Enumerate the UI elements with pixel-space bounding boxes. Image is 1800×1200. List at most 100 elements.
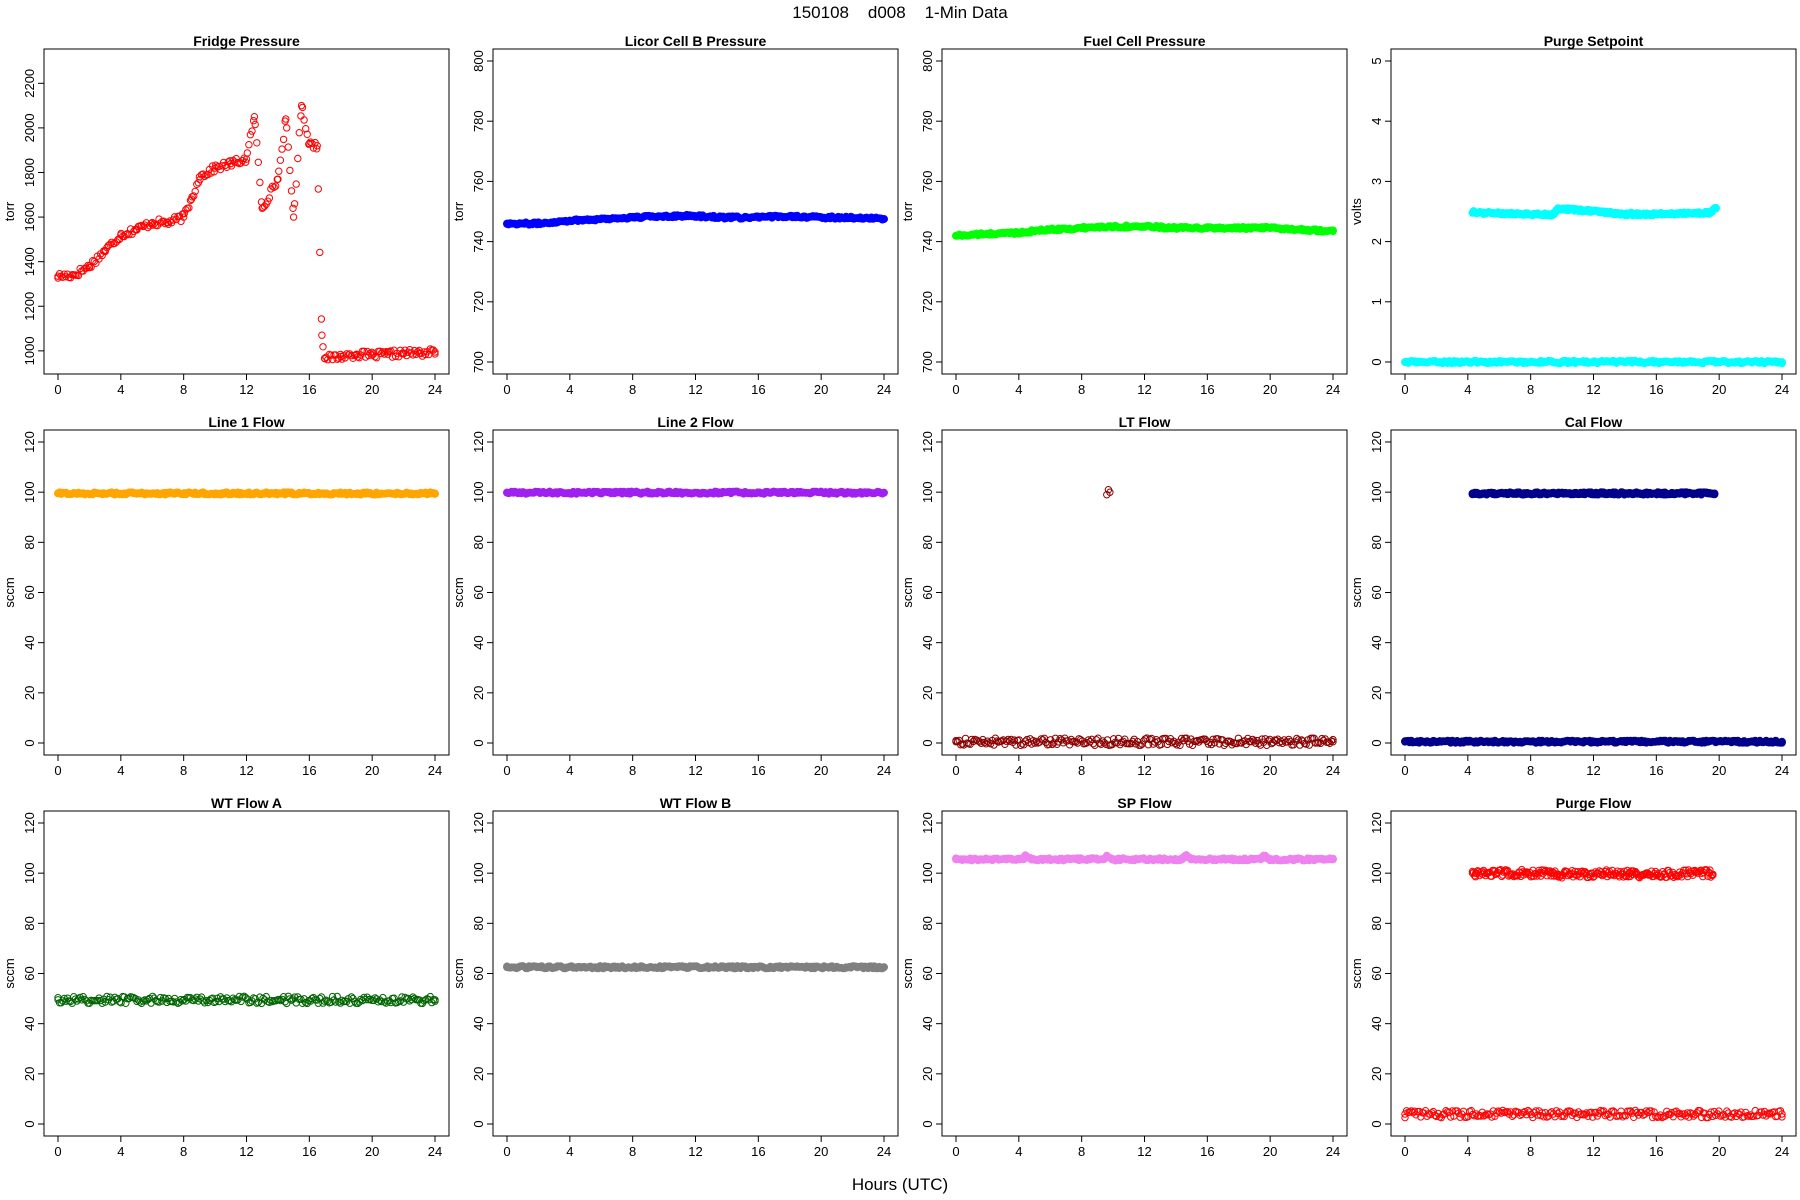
series-1 [952, 851, 1337, 865]
x-tick-label: 0 [1401, 1144, 1408, 1159]
y-tick-label: 1000 [22, 336, 37, 365]
data-point [286, 995, 294, 1003]
y-tick-label: 120 [920, 431, 935, 453]
y-axis-label: sccm [900, 577, 915, 607]
x-tick-label: 20 [1712, 382, 1726, 397]
data-point [327, 351, 335, 359]
data-point [1084, 736, 1093, 744]
x-tick-label: 20 [814, 763, 828, 778]
y-tick-label: 2000 [22, 113, 37, 142]
data-point [223, 163, 231, 172]
data-point [1628, 210, 1637, 219]
data-point [1214, 735, 1222, 743]
data-point [1140, 222, 1149, 231]
data-point [952, 855, 960, 864]
data-point [227, 159, 235, 168]
data-point [1587, 1108, 1595, 1117]
series-1 [54, 101, 439, 364]
series-2 [1103, 486, 1114, 499]
data-point [431, 489, 439, 498]
data-point [1526, 358, 1535, 366]
panel-title: Fridge Pressure [193, 33, 300, 49]
x-tick-label: 4 [1015, 763, 1022, 778]
data-point [1683, 1109, 1692, 1117]
data-point [283, 124, 291, 132]
x-tick-label: 8 [1078, 382, 1085, 397]
y-tick-label: 0 [920, 739, 935, 746]
x-tick-label: 24 [1775, 382, 1789, 397]
x-tick-label: 4 [566, 763, 573, 778]
y-tick-label: 40 [1369, 1016, 1384, 1030]
y-tick-label: 20 [22, 686, 37, 700]
data-point [1005, 737, 1014, 745]
y-axis-label: sccm [2, 958, 17, 988]
data-point [289, 204, 297, 213]
data-point [1472, 869, 1480, 877]
y-tick-label: 20 [1369, 1067, 1384, 1081]
data-point [1045, 740, 1053, 748]
x-tick-label: 0 [952, 382, 959, 397]
data-point [313, 142, 321, 150]
x-tick-label: 16 [302, 763, 316, 778]
data-point [1715, 358, 1724, 366]
y-tick-label: 20 [22, 1067, 37, 1081]
y-tick-label: 0 [471, 739, 486, 746]
x-tick-label: 4 [1464, 382, 1471, 397]
data-point [106, 240, 114, 249]
data-point [1642, 1107, 1651, 1115]
series-2 [1468, 865, 1717, 882]
y-tick-label: 60 [920, 585, 935, 599]
y-axis-label: volts [1349, 198, 1364, 225]
data-point [415, 349, 423, 357]
data-point [352, 350, 361, 358]
y-tick-label: 1 [1369, 298, 1384, 305]
x-tick-label: 4 [117, 1144, 124, 1159]
data-point [1266, 855, 1275, 864]
y-tick-label: 0 [920, 1120, 935, 1127]
x-tick-label: 20 [814, 382, 828, 397]
data-point [1020, 741, 1028, 749]
data-point [242, 158, 250, 166]
y-tick-label: 80 [920, 535, 935, 549]
series-1 [1401, 1106, 1786, 1122]
data-point [245, 141, 253, 149]
data-point [286, 166, 294, 175]
data-point [54, 996, 62, 1004]
y-tick-label: 0 [22, 739, 37, 746]
data-point [1294, 736, 1303, 744]
data-point [1102, 851, 1111, 860]
data-point [952, 738, 960, 746]
data-point [1468, 869, 1477, 877]
x-tick-label: 0 [503, 1144, 510, 1159]
y-tick-label: 20 [471, 686, 486, 700]
data-point [298, 999, 307, 1007]
data-point [70, 271, 78, 279]
x-tick-label: 4 [1015, 1144, 1022, 1159]
data-point [1209, 735, 1217, 743]
y-tick-label: 0 [471, 1120, 486, 1127]
panel-title: Licor Cell B Pressure [625, 33, 767, 49]
data-point [1556, 489, 1565, 498]
data-point [317, 315, 326, 323]
x-tick-label: 8 [180, 1144, 187, 1159]
x-tick-label: 8 [180, 763, 187, 778]
data-point [1172, 224, 1180, 232]
panel-8: Cal Flow sccm 0 4 8 12 16 20 24 0 20 40 60 80 100 120 [1349, 414, 1797, 778]
x-tick-label: 12 [239, 382, 253, 397]
data-point [1278, 739, 1287, 747]
data-point [1448, 1107, 1457, 1115]
data-point [1481, 1111, 1490, 1119]
data-point [1596, 1106, 1605, 1115]
data-point [139, 997, 147, 1005]
data-point [1302, 740, 1310, 748]
data-point [1555, 204, 1563, 213]
data-point [785, 212, 794, 220]
x-tick-label: 12 [239, 1144, 253, 1159]
y-axis-label: sccm [451, 958, 466, 988]
y-tick-label: 1600 [22, 203, 37, 232]
data-point [1778, 1110, 1786, 1118]
y-axis-label: sccm [451, 577, 466, 607]
y-tick-label: 4 [1369, 118, 1384, 125]
data-point [265, 194, 274, 202]
